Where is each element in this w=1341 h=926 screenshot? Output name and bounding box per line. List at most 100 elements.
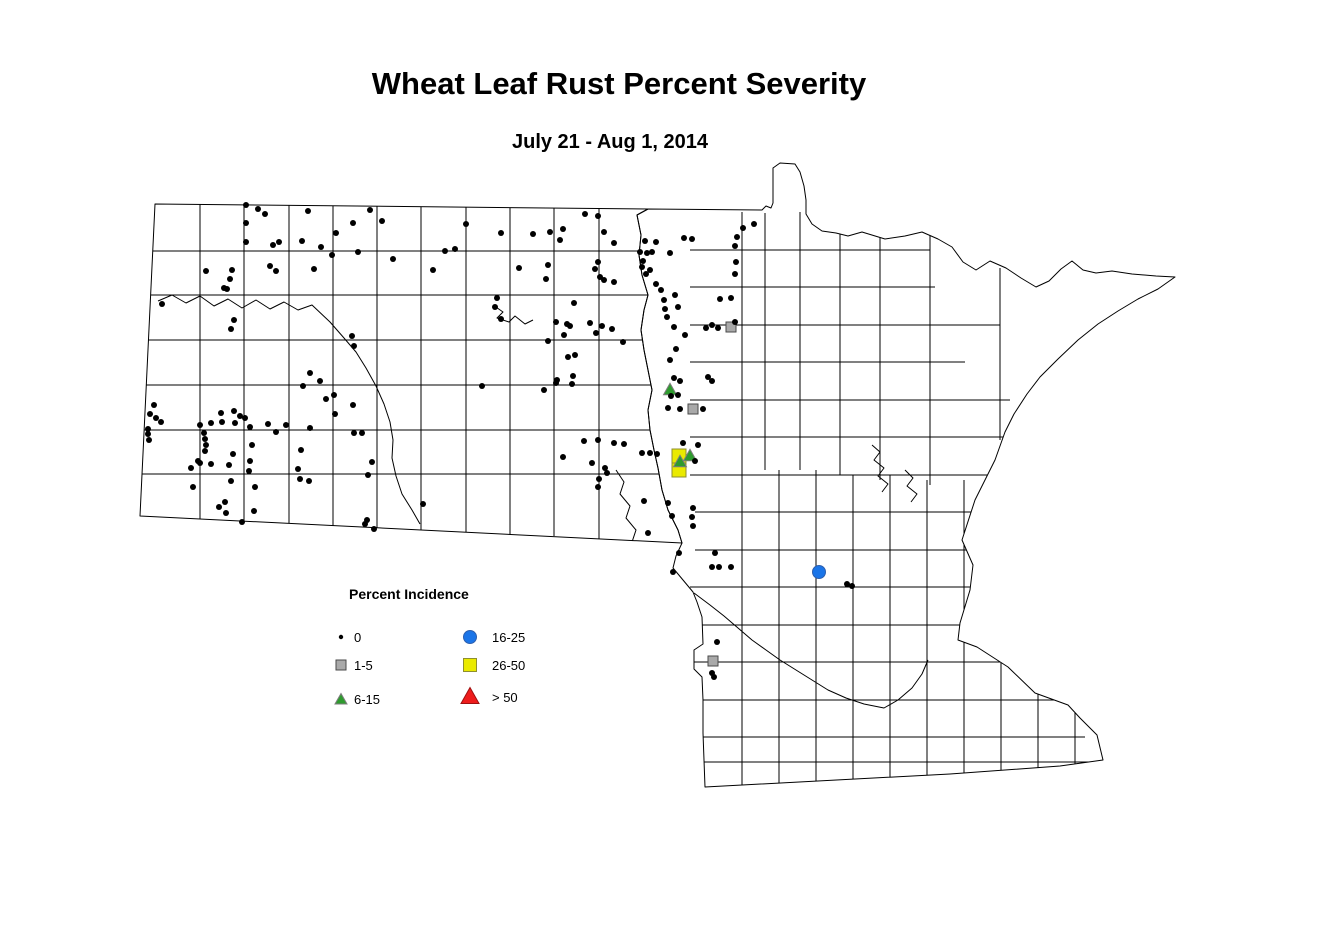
marker-incidence-0	[202, 448, 208, 454]
marker-incidence-0	[203, 442, 209, 448]
marker-incidence-0	[351, 343, 357, 349]
marker-incidence-1-5	[707, 655, 719, 667]
marker-incidence-1-5	[725, 321, 737, 333]
marker-incidence-0	[237, 413, 243, 419]
marker-incidence-0	[647, 450, 653, 456]
marker-incidence-0	[243, 239, 249, 245]
red-triangle-icon	[460, 686, 480, 704]
marker-incidence-0	[639, 264, 645, 270]
marker-incidence-0	[228, 326, 234, 332]
marker-incidence-0	[751, 221, 757, 227]
marker-incidence-0	[246, 468, 252, 474]
marker-incidence-0	[226, 462, 232, 468]
marker-incidence-0	[677, 378, 683, 384]
marker-incidence-0	[705, 374, 711, 380]
marker-incidence-0	[732, 271, 738, 277]
marker-incidence-0	[572, 352, 578, 358]
marker-incidence-0	[283, 422, 289, 428]
small-black-dot-icon	[338, 634, 344, 640]
marker-incidence-0	[305, 208, 311, 214]
legend-label-0: 0	[354, 630, 362, 645]
figure-title: Wheat Leaf Rust Percent Severity	[371, 66, 867, 101]
green-triangle-icon	[334, 692, 348, 705]
marker-incidence-0	[306, 478, 312, 484]
marker-incidence-0	[298, 447, 304, 453]
marker-incidence-0	[359, 430, 365, 436]
marker-incidence-0	[420, 501, 426, 507]
marker-incidence-6-15	[662, 382, 678, 396]
marker-incidence-0	[332, 411, 338, 417]
marker-incidence-0	[146, 437, 152, 443]
marker-incidence-0	[350, 220, 356, 226]
marker-incidence-0	[672, 292, 678, 298]
marker-incidence-0	[675, 392, 681, 398]
marker-incidence-0	[647, 267, 653, 273]
marker-incidence-0	[673, 346, 679, 352]
marker-incidence-0	[229, 267, 235, 273]
marker-incidence-0	[668, 393, 674, 399]
marker-incidence-0	[681, 235, 687, 241]
marker-incidence-0	[587, 320, 593, 326]
marker-incidence-0	[561, 332, 567, 338]
marker-incidence-0	[653, 239, 659, 245]
marker-incidence-0	[640, 258, 646, 264]
marker-incidence-0	[602, 465, 608, 471]
marker-incidence-0	[733, 259, 739, 265]
marker-incidence-0	[582, 211, 588, 217]
marker-incidence-0	[190, 484, 196, 490]
yellow-square-icon	[463, 658, 477, 672]
marker-incidence-0	[145, 426, 151, 432]
marker-incidence-0	[661, 297, 667, 303]
marker-incidence-0	[494, 295, 500, 301]
marker-incidence-0	[557, 237, 563, 243]
marker-incidence-0	[560, 454, 566, 460]
marker-incidence-0	[703, 325, 709, 331]
marker-incidence-0	[654, 451, 660, 457]
marker-incidence-0	[367, 207, 373, 213]
marker-incidence-0	[621, 441, 627, 447]
marker-incidence-0	[728, 564, 734, 570]
marker-incidence-0	[653, 281, 659, 287]
marker-incidence-0	[553, 380, 559, 386]
river-wiggle-line	[904, 469, 918, 503]
marker-incidence-0	[620, 339, 626, 345]
marker-incidence-0	[649, 249, 655, 255]
marker-incidence-0	[611, 279, 617, 285]
marker-incidence-0	[197, 460, 203, 466]
marker-incidence-0	[709, 378, 715, 384]
marker-incidence-0	[667, 250, 673, 256]
marker-incidence-0	[297, 476, 303, 482]
marker-incidence-6-15	[682, 448, 698, 462]
marker-incidence-0	[545, 338, 551, 344]
marker-incidence-0	[642, 238, 648, 244]
marker-incidence-0	[270, 242, 276, 248]
marker-incidence-0	[147, 411, 153, 417]
marker-incidence-0	[159, 301, 165, 307]
marker-incidence-0	[452, 246, 458, 252]
marker-incidence-0	[690, 505, 696, 511]
marker-incidence-0	[715, 325, 721, 331]
legend-label-16-25: 16-25	[492, 630, 526, 645]
marker-incidence-0	[251, 508, 257, 514]
marker-incidence-0	[714, 639, 720, 645]
legend-label-26-50: 26-50	[492, 658, 526, 673]
marker-incidence-0	[711, 674, 717, 680]
marker-incidence-0	[232, 420, 238, 426]
marker-incidence-0	[349, 333, 355, 339]
map-markers	[145, 202, 855, 680]
marker-incidence-0	[609, 326, 615, 332]
marker-incidence-0	[231, 408, 237, 414]
marker-incidence-0	[390, 256, 396, 262]
marker-incidence-0	[664, 314, 670, 320]
marker-incidence-0	[601, 229, 607, 235]
marker-incidence-0	[300, 383, 306, 389]
marker-incidence-0	[637, 249, 643, 255]
marker-incidence-0	[252, 484, 258, 490]
marker-incidence-0	[273, 268, 279, 274]
marker-incidence-0	[569, 381, 575, 387]
marker-incidence-0	[844, 581, 850, 587]
figure-subtitle: July 21 - Aug 1, 2014	[511, 131, 708, 153]
marker-incidence-0	[581, 438, 587, 444]
gray-square-icon	[335, 659, 347, 671]
